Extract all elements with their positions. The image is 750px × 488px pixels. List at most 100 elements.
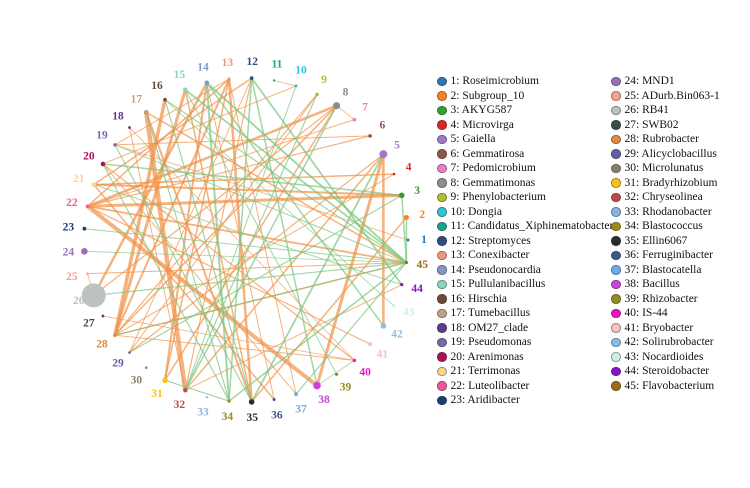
legend-item-label: 37: Blastocatella [624, 263, 702, 276]
node-21-terrimonas [91, 182, 96, 187]
legend-item-label: 44: Steroidobacter [624, 365, 710, 377]
node-28-rubrobacter [113, 333, 117, 338]
node-43-nocardioides [392, 304, 396, 308]
legend-color-dot-icon [611, 105, 621, 115]
legend-item-label: 31: Bradyrhizobium [624, 176, 718, 189]
legend-color-dot-icon [611, 91, 621, 101]
legend-color-dot-icon [437, 308, 447, 318]
node-20-arenimonas [100, 161, 106, 167]
edge-19-45 [114, 144, 407, 264]
legend-color-dot-icon [437, 163, 447, 173]
legend-item-43: 43: Nocardioides [611, 350, 750, 365]
edge-20-34 [102, 163, 230, 402]
legend-item-13: 13: Conexibacter [437, 248, 597, 263]
node-5-gaiella [379, 150, 388, 159]
legend-color-dot-icon [437, 221, 447, 231]
edge-8-7 [336, 105, 355, 121]
edge-15-39 [184, 89, 338, 375]
node-label-45: 45 [417, 259, 429, 271]
edge-12-38 [250, 77, 318, 387]
legend-item-label: 5: Gaiella [450, 133, 496, 145]
node-label-39: 39 [340, 382, 352, 394]
legend-item-40: 40: IS-44 [611, 306, 750, 321]
node-30-microlunatus [144, 366, 148, 369]
legend-color-dot-icon [437, 381, 447, 391]
legend-item-21: 21: Terrimonas [437, 364, 597, 379]
node-label-36: 36 [271, 409, 283, 421]
legend-item-label: 45: Flavobacterium [624, 379, 715, 392]
legend: 1: Roseimicrobium 2: Subgroup_10 3: AKYG58… [437, 74, 750, 408]
edge-9-32 [184, 93, 318, 391]
legend-item-label: 25: ADurb.Bin063-1 [624, 89, 720, 102]
edge-37-20 [102, 163, 297, 395]
legend-item-9: 9: Phenylobacterium [437, 190, 597, 205]
node-label-14: 14 [197, 61, 209, 73]
edge-17-45 [145, 111, 408, 264]
node-label-44: 44 [411, 283, 423, 295]
legend-item-34: 34: Blastococcus [611, 219, 750, 234]
node-40-is-44 [352, 358, 357, 363]
legend-item-label: 34: Blastococcus [624, 220, 703, 232]
edge-45-28 [114, 262, 407, 336]
legend-item-label: 13: Conexibacter [450, 249, 530, 261]
node-label-31: 31 [151, 388, 163, 400]
legend-color-dot-icon [437, 265, 447, 275]
node-label-24: 24 [63, 246, 75, 258]
node-39-rhizobacter [334, 372, 339, 376]
node-label-2: 2 [419, 209, 425, 221]
legend-color-dot-icon [437, 192, 447, 202]
legend-item-28: 28: Rubrobacter [611, 132, 750, 147]
legend-color-dot-icon [611, 163, 621, 173]
node-44-steroidobacter [400, 283, 404, 287]
legend-color-dot-icon [611, 352, 621, 362]
edge-19-35 [114, 144, 253, 403]
node-36-ferruginibacter [272, 398, 276, 402]
node-label-10: 10 [295, 65, 307, 77]
edge-1-19 [114, 144, 409, 241]
node-label-23: 23 [63, 222, 75, 234]
legend-item-3: 3: AKYG587 [437, 103, 597, 118]
edge-26-45 [93, 261, 408, 297]
legend-item-label: 42: Solirubrobacter [624, 336, 714, 348]
node-41-bryobacter [368, 342, 373, 347]
node-label-18: 18 [112, 110, 124, 122]
node-25-adurb.bin063-1 [86, 272, 89, 275]
legend-item-14: 14: Pseudonocardia [437, 263, 597, 278]
edge-17-34 [145, 111, 230, 402]
legend-color-dot-icon [611, 76, 621, 86]
legend-color-dot-icon [611, 381, 621, 391]
node-2-subgroup_10 [403, 214, 409, 220]
node-label-8: 8 [343, 86, 349, 98]
legend-item-label: 24: MND1 [624, 75, 675, 87]
legend-item-15: 15: Pullulanibacillus [437, 277, 597, 292]
legend-item-22: 22: Luteolibacter [437, 379, 597, 394]
legend-color-dot-icon [437, 294, 447, 304]
legend-color-dot-icon [611, 149, 621, 159]
node-label-21: 21 [73, 173, 85, 185]
legend-item-10: 10: Dongia [437, 205, 597, 220]
legend-item-7: 7: Pedomicrobium [437, 161, 597, 176]
edge-5-32 [184, 153, 385, 391]
edge-23-45 [83, 228, 407, 264]
network-graph: 1234567891011121314151617181920212223242… [63, 56, 429, 424]
legend-item-label: 33: Rhodanobacter [624, 205, 712, 218]
node-26-rb41 [81, 283, 106, 308]
legend-item-label: 17: Tumebacillus [450, 307, 531, 319]
legend-color-dot-icon [611, 221, 621, 231]
edge-34-45 [228, 261, 408, 402]
legend-item-label: 3: AKYG587 [450, 104, 513, 116]
edge-14-42 [206, 82, 385, 327]
legend-color-dot-icon [611, 279, 621, 289]
edge-18-32 [128, 126, 186, 391]
node-4-microvirga [392, 172, 396, 176]
edge-27-40 [102, 315, 355, 361]
legend-item-38: 38: Bacillus [611, 277, 750, 292]
legend-item-26: 26: RB41 [611, 103, 750, 118]
legend-item-label: 10: Dongia [450, 205, 502, 218]
legend-item-label: 18: OM27_clade [450, 321, 529, 334]
edge-10-32 [184, 85, 297, 391]
node-label-19: 19 [96, 129, 108, 141]
node-6-gemmatirosa [368, 134, 372, 138]
node-label-12: 12 [246, 56, 258, 68]
node-label-33: 33 [197, 407, 209, 419]
